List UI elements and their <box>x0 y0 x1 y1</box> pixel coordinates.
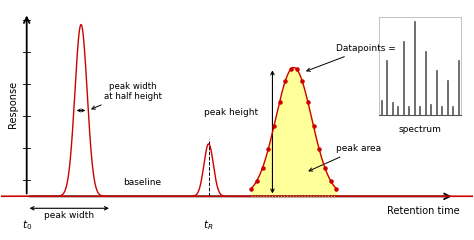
Text: peak width
at half height: peak width at half height <box>92 82 162 109</box>
Text: peak width: peak width <box>44 211 94 220</box>
Text: baseline: baseline <box>123 178 162 187</box>
Text: Datapoints =: Datapoints = <box>307 44 396 71</box>
Point <box>299 79 306 83</box>
Text: Response: Response <box>8 81 18 128</box>
Point <box>247 187 255 191</box>
Point <box>304 100 312 104</box>
Point <box>315 148 323 151</box>
Text: $t_R$: $t_R$ <box>203 218 214 232</box>
Point <box>293 67 301 71</box>
Point <box>253 179 261 183</box>
Point <box>310 125 318 128</box>
Point <box>259 166 266 170</box>
Text: $t_0$: $t_0$ <box>22 218 32 232</box>
Text: peak height: peak height <box>204 108 258 117</box>
Point <box>332 187 340 191</box>
Point <box>270 125 278 128</box>
Point <box>264 148 272 151</box>
Text: peak area: peak area <box>309 144 382 171</box>
Point <box>321 166 328 170</box>
Text: spectrum: spectrum <box>399 125 442 134</box>
Point <box>276 100 283 104</box>
Point <box>287 67 295 71</box>
Text: Retention time: Retention time <box>386 206 459 216</box>
Point <box>327 179 334 183</box>
Point <box>282 79 289 83</box>
